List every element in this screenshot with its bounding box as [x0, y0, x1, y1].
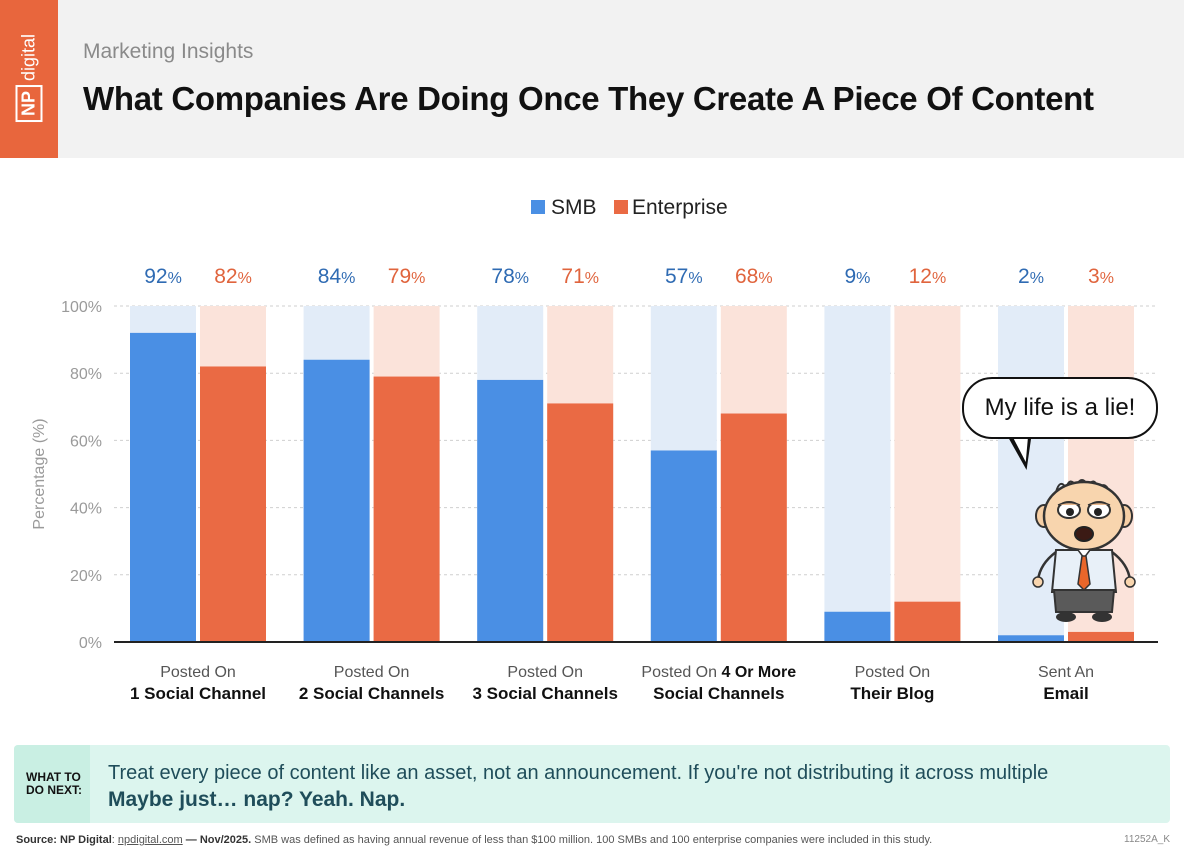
callout-punchline: Maybe just… nap? Yeah. Nap. [108, 788, 406, 811]
x-tick-label-line2: 2 Social Channels [299, 684, 445, 703]
speech-text: My life is a lie! [984, 394, 1136, 421]
data-label-smb: 57% [665, 265, 703, 288]
legend-label-enterprise: Enterprise [632, 196, 728, 219]
y-tick-label: 60% [70, 433, 102, 450]
x-tick-label-line1: Posted On [507, 664, 583, 681]
source-note: Source: NP Digital: npdigital.com — Nov/… [16, 834, 933, 846]
source-text: SMB was defined as having annual revenue… [254, 834, 933, 846]
speech-bubble: My life is a lie! [962, 377, 1158, 439]
data-label-enterprise: 71% [561, 265, 599, 288]
data-label-enterprise: 12% [909, 265, 947, 288]
x-tick-label-line2: Social Channels [653, 684, 784, 703]
bar-enterprise [1068, 631, 1134, 642]
x-tick-label-line1: Posted On [160, 664, 236, 681]
y-tick-label: 20% [70, 568, 102, 585]
x-tick-label-line2: 3 Social Channels [472, 684, 618, 703]
bar-smb [998, 635, 1064, 642]
bar-background [894, 306, 961, 642]
logo-word: digital [18, 33, 39, 82]
data-label-smb: 78% [491, 265, 529, 288]
callout-panel: WHAT TO DO NEXT: Treat every piece of co… [14, 745, 1170, 823]
legend-label-smb: SMB [551, 196, 597, 219]
y-tick-label: 80% [70, 366, 102, 383]
x-tick-label-line1: Posted On [334, 664, 410, 681]
legend-swatch-smb [531, 200, 545, 214]
callout-label: WHAT TO DO NEXT: [26, 770, 83, 797]
data-label-smb: 84% [318, 265, 356, 288]
header: NP digital Marketing Insights What Compan… [0, 0, 1184, 158]
y-tick-label: 0% [79, 635, 102, 652]
bar-smb [650, 450, 717, 642]
y-axis-label: Percentage (%) [31, 418, 48, 529]
bar-enterprise [720, 413, 787, 642]
bar-smb [303, 359, 370, 642]
bar-smb [477, 379, 544, 642]
shocked-man-illustration [1032, 479, 1136, 622]
source-date: — Nov/2025. [185, 834, 252, 846]
bar-enterprise [373, 376, 440, 642]
bar-smb [824, 611, 891, 642]
data-label-enterprise: 82% [214, 265, 252, 288]
data-label-smb: 2% [1018, 265, 1044, 288]
bar-chart: SMB Enterprise 0% 20% 40% 60% 80% 100% Percentag… [31, 196, 1158, 703]
source-link[interactable]: npdigital.com [117, 834, 183, 846]
data-label-smb: 92% [144, 265, 182, 288]
callout-text: Treat every piece of content like an ass… [108, 762, 1049, 784]
bar-enterprise [547, 403, 614, 642]
page-title: What Companies Are Doing Once They Creat… [83, 80, 1094, 117]
logo-np: NP [15, 85, 43, 123]
figure-code: 11252A_K [1124, 834, 1170, 845]
logo: NP digital [0, 0, 58, 158]
x-tick-label-line1: Posted On [855, 664, 931, 681]
data-label-smb: 9% [844, 265, 870, 288]
x-tick-label-line2: Email [1043, 684, 1088, 703]
x-tick-label-line2: Their Blog [850, 684, 934, 703]
bar-background [824, 306, 891, 642]
data-label-enterprise: 79% [388, 265, 426, 288]
eyebrow: Marketing Insights [83, 40, 254, 63]
bar-enterprise [894, 601, 961, 642]
x-tick-label-line1: Posted On 4 Or More [641, 664, 796, 681]
x-tick-label-line2: 1 Social Channel [130, 684, 266, 703]
y-tick-label: 100% [61, 299, 102, 316]
x-tick-label-line1: Sent An [1038, 664, 1094, 681]
data-label-enterprise: 68% [735, 265, 773, 288]
y-tick-label: 40% [70, 501, 102, 518]
bar-smb [130, 332, 196, 642]
source-label: Source: NP Digital [16, 834, 112, 846]
legend-swatch-enterprise [614, 200, 628, 214]
bar-enterprise [200, 366, 266, 642]
data-label-enterprise: 3% [1088, 265, 1114, 288]
